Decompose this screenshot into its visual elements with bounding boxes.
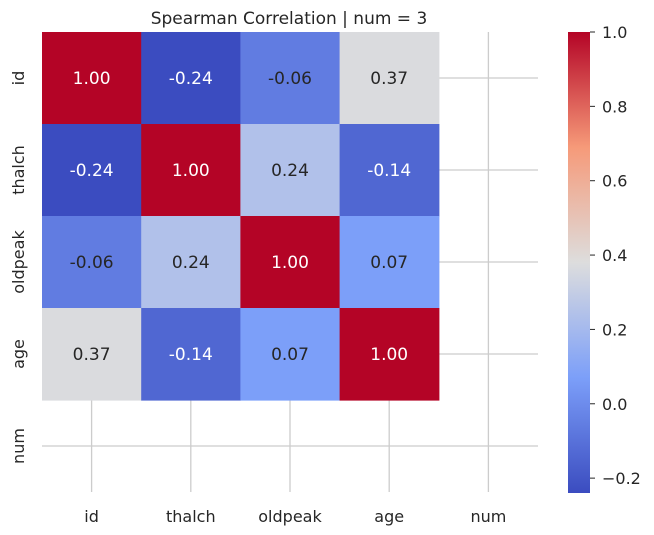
colorbar-tick-label: 0.2 — [602, 320, 627, 339]
cell-value-label: -0.24 — [70, 161, 114, 181]
y-axis-tick-labels: id thalch oldpeak age num — [9, 71, 28, 464]
heatmap-cell — [42, 308, 142, 401]
heatmap-cell — [240, 32, 341, 125]
heatmap-cell — [42, 32, 142, 125]
heatmap-cell — [141, 32, 241, 125]
x-tick-label: age — [374, 507, 404, 526]
colorbar-tick-label: 0.8 — [602, 97, 627, 116]
x-tick-label: thalch — [166, 507, 216, 526]
cell-value-label: 0.37 — [73, 345, 111, 365]
heatmap-cell — [240, 216, 341, 309]
colorbar-gradient — [568, 32, 590, 493]
x-axis-tick-labels: id thalch oldpeak age num — [84, 507, 506, 526]
cell-value-label: -0.14 — [367, 161, 411, 181]
x-tick-label: id — [84, 507, 99, 526]
heatmap-cell — [339, 216, 440, 309]
cell-value-label: 1.00 — [73, 69, 111, 89]
cell-value-label: 0.24 — [172, 253, 210, 273]
colorbar: 1.0 0.8 0.6 0.4 0.2 0.0 −0.2 — [568, 23, 641, 493]
cell-value-label: 0.24 — [271, 161, 309, 181]
y-tick-label: thalch — [9, 145, 28, 195]
heatmap-cell — [42, 216, 142, 309]
y-tick-label: num — [9, 428, 28, 464]
heatmap-cells: 1.00 -0.24 -0.06 0.37 -0.24 1.00 0.24 -0.14 -0.0… — [42, 32, 440, 401]
heatmap-cell — [240, 308, 341, 401]
cell-value-label: 1.00 — [370, 345, 408, 365]
cell-value-label: -0.06 — [268, 69, 312, 89]
cell-value-label: 0.37 — [370, 69, 408, 89]
cell-value-label: -0.14 — [169, 345, 213, 365]
y-tick-label: id — [9, 71, 28, 86]
cell-value-label: 1.00 — [172, 161, 210, 181]
cell-value-label: -0.06 — [70, 253, 114, 273]
cell-value-label: -0.24 — [169, 69, 213, 89]
colorbar-tick-label: 0.4 — [602, 246, 627, 265]
heatmap-cell — [240, 124, 341, 217]
chart-title: Spearman Correlation | num = 3 — [151, 9, 428, 29]
heatmap-cell — [339, 32, 440, 125]
heatmap-cell — [141, 124, 241, 217]
y-tick-label: oldpeak — [9, 230, 28, 294]
cell-value-label: 0.07 — [370, 253, 408, 273]
heatmap-cell — [339, 124, 440, 217]
cell-value-label: 0.07 — [271, 345, 309, 365]
colorbar-tick-label: 1.0 — [602, 23, 627, 42]
heatmap-cell — [42, 124, 142, 217]
heatmap-cell — [141, 216, 241, 309]
colorbar-tick-label: 0.0 — [602, 395, 627, 414]
y-tick-label: age — [9, 339, 28, 369]
colorbar-tick-label: −0.2 — [602, 469, 641, 488]
colorbar-tick-label: 0.6 — [602, 172, 627, 191]
heatmap-cell — [339, 308, 440, 401]
cell-value-label: 1.00 — [271, 253, 309, 273]
heatmap-cell — [141, 308, 241, 401]
x-tick-label: num — [470, 507, 506, 526]
x-tick-label: oldpeak — [258, 507, 322, 526]
